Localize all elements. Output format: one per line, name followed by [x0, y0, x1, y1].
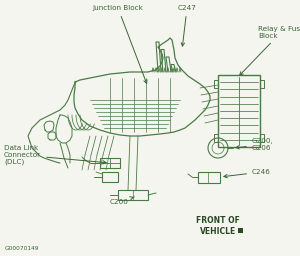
- Bar: [218, 75, 260, 147]
- Text: G200,
G206: G200, G206: [236, 138, 274, 152]
- Bar: [260, 134, 264, 142]
- Bar: [198, 172, 220, 183]
- Bar: [102, 172, 118, 182]
- Text: C246: C246: [224, 169, 271, 178]
- Text: FRONT OF
VEHICLE: FRONT OF VEHICLE: [196, 216, 240, 236]
- Text: Junction Block: Junction Block: [93, 5, 147, 83]
- Bar: [214, 80, 218, 88]
- Bar: [260, 80, 264, 88]
- Text: C247: C247: [178, 5, 196, 46]
- Text: G00070149: G00070149: [5, 246, 40, 251]
- Bar: [100, 158, 120, 168]
- Bar: [238, 228, 243, 233]
- Bar: [118, 190, 148, 200]
- Text: C200: C200: [110, 197, 134, 205]
- Bar: [214, 134, 218, 142]
- Text: Relay & Fuse
Block: Relay & Fuse Block: [240, 26, 300, 75]
- Text: Data Link
Connector
(DLC): Data Link Connector (DLC): [4, 145, 106, 165]
